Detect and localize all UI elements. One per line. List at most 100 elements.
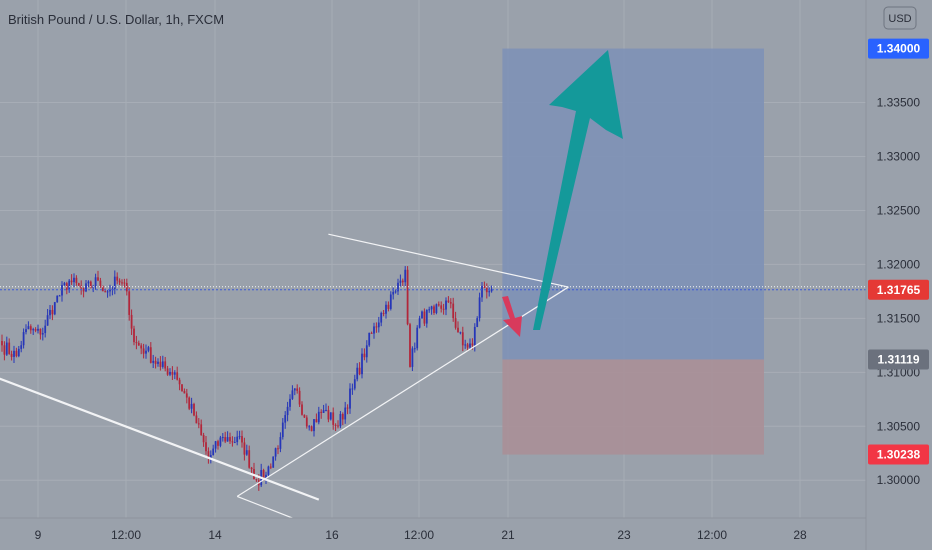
candle-body xyxy=(34,329,37,331)
candle-body xyxy=(70,280,73,283)
x-tick-label: 23 xyxy=(617,528,631,542)
candle-body xyxy=(296,388,299,391)
candle-body xyxy=(41,333,44,335)
candle-body xyxy=(375,326,378,328)
candle-body xyxy=(173,372,176,375)
candle-body xyxy=(404,269,407,283)
candle-body xyxy=(313,419,315,432)
x-tick-label: 12:00 xyxy=(111,528,141,542)
candle-body xyxy=(214,441,217,449)
price-tag-target xyxy=(868,38,929,59)
candle-body xyxy=(8,342,11,354)
candle-body xyxy=(200,424,203,436)
x-axis-ticks: 9 12:00 14 16 12:00 21 23 12:00 28 xyxy=(35,528,807,542)
price-tag-label: 1.31765 xyxy=(877,283,921,297)
target-zone[interactable] xyxy=(502,48,764,360)
x-tick-label: 28 xyxy=(793,528,807,542)
candle-body xyxy=(94,277,97,287)
y-tick-label: 1.30500 xyxy=(877,419,921,433)
candle-body xyxy=(452,303,455,319)
chart-title: British Pound / U.S. Dollar, 1h, FXCM xyxy=(8,12,224,27)
candle-body xyxy=(293,388,296,391)
candle-body xyxy=(243,442,246,455)
candle-body xyxy=(380,312,383,323)
candle-body xyxy=(421,311,423,319)
candle-body xyxy=(322,410,325,413)
candle-body xyxy=(27,326,30,330)
candle-body xyxy=(73,277,75,283)
candle-body xyxy=(466,344,469,348)
stop-zone[interactable] xyxy=(502,359,764,455)
price-axis[interactable] xyxy=(866,0,932,518)
candle-body xyxy=(113,276,116,290)
candle-body xyxy=(176,372,179,380)
candle-body xyxy=(147,347,150,351)
candle-body xyxy=(1,341,3,346)
candle-body xyxy=(437,304,440,306)
candle-body xyxy=(5,342,8,355)
candle-body xyxy=(224,437,227,442)
y-tick-label: 1.32000 xyxy=(877,257,921,271)
candle-body xyxy=(121,282,123,284)
trendline[interactable] xyxy=(328,233,569,288)
candle-body xyxy=(183,391,186,394)
y-tick-label: 1.31500 xyxy=(877,311,921,325)
candle-body xyxy=(15,350,18,357)
x-tick-label: 14 xyxy=(208,528,222,542)
arrow-down-red[interactable] xyxy=(502,296,522,337)
candle-body xyxy=(394,291,397,293)
candle-body xyxy=(159,361,162,367)
candle-body xyxy=(476,318,479,327)
arrow-up-teal[interactable] xyxy=(533,50,623,330)
candle-body xyxy=(3,345,6,355)
candle-body xyxy=(197,423,200,425)
candle-body xyxy=(68,280,71,290)
candle-body xyxy=(212,448,215,455)
currency-button[interactable]: USD xyxy=(883,6,917,30)
candle-body xyxy=(327,409,330,420)
candle-body xyxy=(373,326,375,334)
candle-body xyxy=(104,291,107,293)
candle-body xyxy=(435,304,438,313)
candle-body xyxy=(193,403,195,416)
candle-body xyxy=(262,470,265,481)
candle-body xyxy=(481,285,483,298)
price-tag-stop xyxy=(868,444,929,465)
candle-body xyxy=(301,404,303,415)
candle-body xyxy=(130,314,133,329)
candle-body xyxy=(315,419,318,423)
candle-body xyxy=(245,450,248,455)
x-tick-label: 21 xyxy=(501,528,515,542)
candle-body xyxy=(445,300,447,310)
candle-body xyxy=(233,442,236,444)
candle-body xyxy=(229,437,231,442)
price-tag-label: 1.31119 xyxy=(877,352,919,366)
candle-body xyxy=(351,388,354,390)
candle-body xyxy=(382,312,385,314)
candle-body xyxy=(58,295,61,297)
candle-body xyxy=(171,371,174,375)
candle-body xyxy=(37,328,39,331)
candle-body xyxy=(433,306,435,313)
candle-body xyxy=(161,361,164,367)
trendline[interactable] xyxy=(0,377,320,501)
candle-body xyxy=(17,348,20,357)
price-tag-label: 1.34000 xyxy=(877,42,921,56)
candle-body xyxy=(109,289,111,292)
candle-body xyxy=(488,291,491,293)
candle-body xyxy=(337,425,339,427)
candle-body xyxy=(406,269,409,325)
candle-body xyxy=(128,291,131,315)
candle-body xyxy=(457,327,459,333)
candle-body xyxy=(274,448,277,457)
candle-body xyxy=(291,390,294,399)
candle-body xyxy=(464,344,467,346)
candle-body xyxy=(135,342,138,344)
candle-body xyxy=(317,411,320,423)
candle-body xyxy=(370,332,373,334)
time-axis[interactable] xyxy=(0,518,866,550)
candle-body xyxy=(56,295,59,303)
y-tick-label: 1.32500 xyxy=(877,203,921,217)
